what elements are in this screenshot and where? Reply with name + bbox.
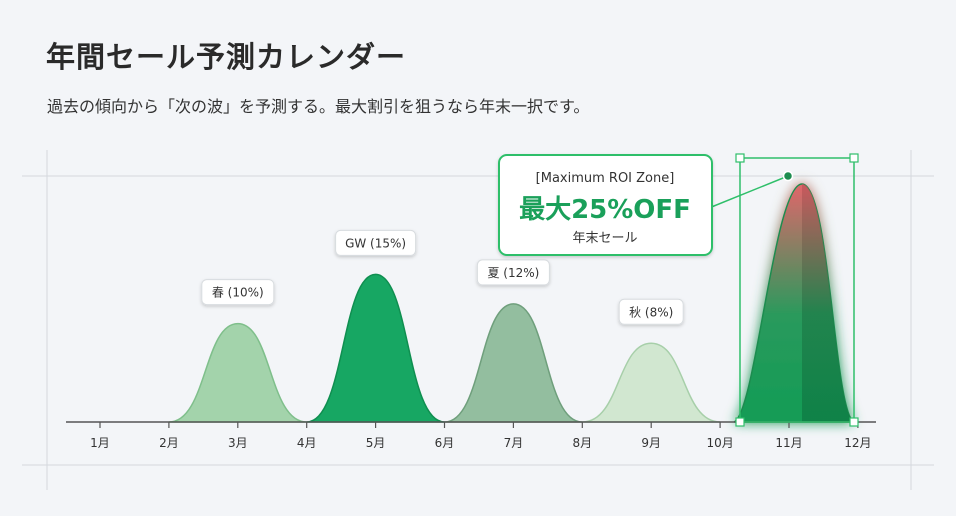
area-autumn xyxy=(582,342,721,423)
x-tick-label: 11月 xyxy=(775,436,802,450)
x-tick-label: 1月 xyxy=(90,436,110,450)
peak-marker xyxy=(782,170,794,182)
peak-label-1: GW (15%) xyxy=(335,229,417,256)
page-title: 年間セール予測カレンダー xyxy=(46,40,407,74)
peak-label-text: GW (15%) xyxy=(345,236,406,250)
x-tick-label: 9月 xyxy=(641,436,661,450)
area-gw xyxy=(306,273,445,423)
area-summer xyxy=(444,303,583,423)
page-subtitle: 過去の傾向から「次の波」を予測する。最大割引を狙うなら年末一択です。 xyxy=(47,97,590,116)
x-tick-label: 8月 xyxy=(572,436,592,450)
resize-handle-bottom-right[interactable] xyxy=(849,417,859,427)
area-yearend-shade xyxy=(802,184,854,422)
peak-label-text: 夏 (12%) xyxy=(487,266,539,280)
peak-label-text: 春 (10%) xyxy=(212,286,264,300)
x-tick-label: 4月 xyxy=(297,436,317,450)
x-tick-label: 2月 xyxy=(159,436,179,450)
roi-bracket-label: [Maximum ROI Zone] xyxy=(536,171,675,186)
resize-handle-top-right[interactable] xyxy=(849,153,859,163)
x-tick-label: 3月 xyxy=(228,436,248,450)
x-tick-label: 10月 xyxy=(706,436,733,450)
area-spring xyxy=(168,322,307,423)
roi-callout: [Maximum ROI Zone] 最大25%OFF 年末セール xyxy=(498,154,713,256)
peak-label-0: 春 (10%) xyxy=(201,279,275,306)
resize-handle-bottom-left[interactable] xyxy=(735,417,745,427)
x-tick-label: 5月 xyxy=(366,436,386,450)
peak-label-2: 夏 (12%) xyxy=(476,259,550,286)
roi-discount-label: 最大25%OFF xyxy=(519,195,691,225)
callout-connector-line xyxy=(708,175,789,209)
peak-label-3: 秋 (8%) xyxy=(618,298,684,325)
resize-handle-top-left[interactable] xyxy=(735,153,745,163)
peak-label-text: 秋 (8%) xyxy=(629,305,673,319)
x-tick-label: 7月 xyxy=(504,436,524,450)
roi-sale-name: 年末セール xyxy=(572,231,637,246)
x-tick-label: 6月 xyxy=(435,436,455,450)
yearend-selection-box[interactable] xyxy=(735,153,859,427)
x-tick-label: 12月 xyxy=(844,436,871,450)
